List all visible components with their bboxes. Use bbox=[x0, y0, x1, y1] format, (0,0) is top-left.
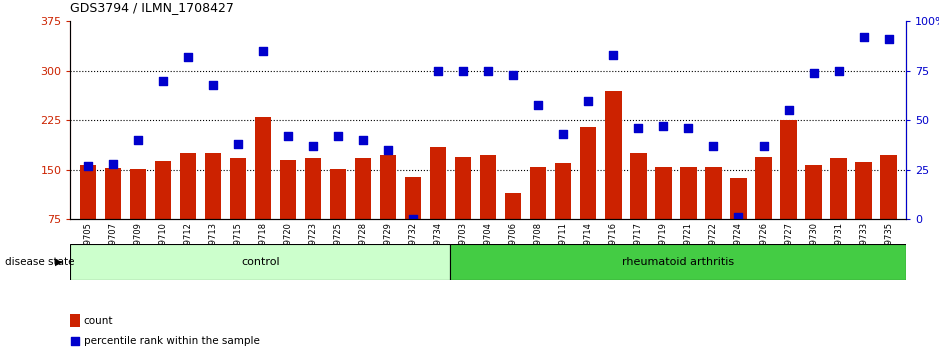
Bar bbox=[505, 193, 521, 269]
Point bbox=[656, 124, 671, 129]
Point bbox=[481, 68, 496, 74]
Point bbox=[331, 133, 346, 139]
Point bbox=[856, 34, 871, 40]
Point bbox=[681, 125, 696, 131]
Point bbox=[731, 215, 746, 220]
Point bbox=[180, 54, 195, 60]
Point bbox=[356, 137, 371, 143]
Bar bbox=[380, 155, 396, 269]
Bar bbox=[255, 117, 271, 269]
Point bbox=[206, 82, 221, 87]
Bar bbox=[881, 155, 897, 269]
Text: GDS3794 / ILMN_1708427: GDS3794 / ILMN_1708427 bbox=[70, 1, 235, 14]
Point bbox=[556, 131, 571, 137]
Text: percentile rank within the sample: percentile rank within the sample bbox=[84, 336, 259, 346]
Point bbox=[455, 68, 470, 74]
Bar bbox=[70, 244, 451, 280]
Bar bbox=[405, 177, 422, 269]
Bar bbox=[455, 157, 471, 269]
Bar bbox=[655, 167, 671, 269]
Point bbox=[831, 68, 846, 74]
Point bbox=[581, 98, 596, 103]
Point bbox=[156, 78, 171, 84]
Bar bbox=[806, 165, 822, 269]
Bar bbox=[70, 314, 80, 327]
Point bbox=[631, 125, 646, 131]
Bar bbox=[555, 163, 572, 269]
Bar bbox=[630, 153, 647, 269]
Bar bbox=[755, 157, 772, 269]
Point bbox=[531, 102, 546, 107]
Bar bbox=[105, 168, 121, 269]
Text: disease state: disease state bbox=[5, 257, 74, 267]
Point bbox=[431, 68, 446, 74]
Bar bbox=[731, 178, 747, 269]
Point bbox=[806, 70, 821, 76]
Point bbox=[406, 217, 421, 222]
Bar bbox=[205, 153, 222, 269]
Point bbox=[105, 161, 120, 167]
Point bbox=[81, 163, 96, 169]
Bar bbox=[830, 158, 847, 269]
Point bbox=[292, 241, 307, 247]
Bar bbox=[155, 161, 171, 269]
Bar bbox=[80, 165, 96, 269]
Bar bbox=[180, 153, 196, 269]
Text: ▶: ▶ bbox=[55, 257, 63, 267]
Bar bbox=[480, 155, 497, 269]
Bar bbox=[451, 244, 906, 280]
Bar bbox=[580, 127, 596, 269]
Point bbox=[281, 133, 296, 139]
Point bbox=[131, 137, 146, 143]
Point bbox=[305, 143, 320, 149]
Point bbox=[606, 52, 621, 58]
Point bbox=[756, 143, 771, 149]
Bar bbox=[606, 91, 622, 269]
Bar bbox=[855, 162, 871, 269]
Bar bbox=[705, 167, 721, 269]
Bar bbox=[330, 169, 346, 269]
Text: rheumatoid arthritis: rheumatoid arthritis bbox=[623, 257, 734, 267]
Bar bbox=[230, 158, 246, 269]
Bar bbox=[780, 120, 796, 269]
Point bbox=[380, 147, 395, 153]
Point bbox=[881, 36, 896, 42]
Point bbox=[255, 48, 270, 54]
Point bbox=[231, 141, 246, 147]
Bar bbox=[430, 147, 446, 269]
Point bbox=[706, 143, 721, 149]
Point bbox=[506, 72, 521, 78]
Text: count: count bbox=[84, 316, 113, 326]
Bar bbox=[531, 167, 546, 269]
Bar bbox=[681, 167, 697, 269]
Point bbox=[781, 108, 796, 113]
Bar bbox=[130, 169, 146, 269]
Bar bbox=[305, 158, 321, 269]
Bar bbox=[280, 160, 296, 269]
Text: control: control bbox=[241, 257, 280, 267]
Bar bbox=[355, 158, 371, 269]
